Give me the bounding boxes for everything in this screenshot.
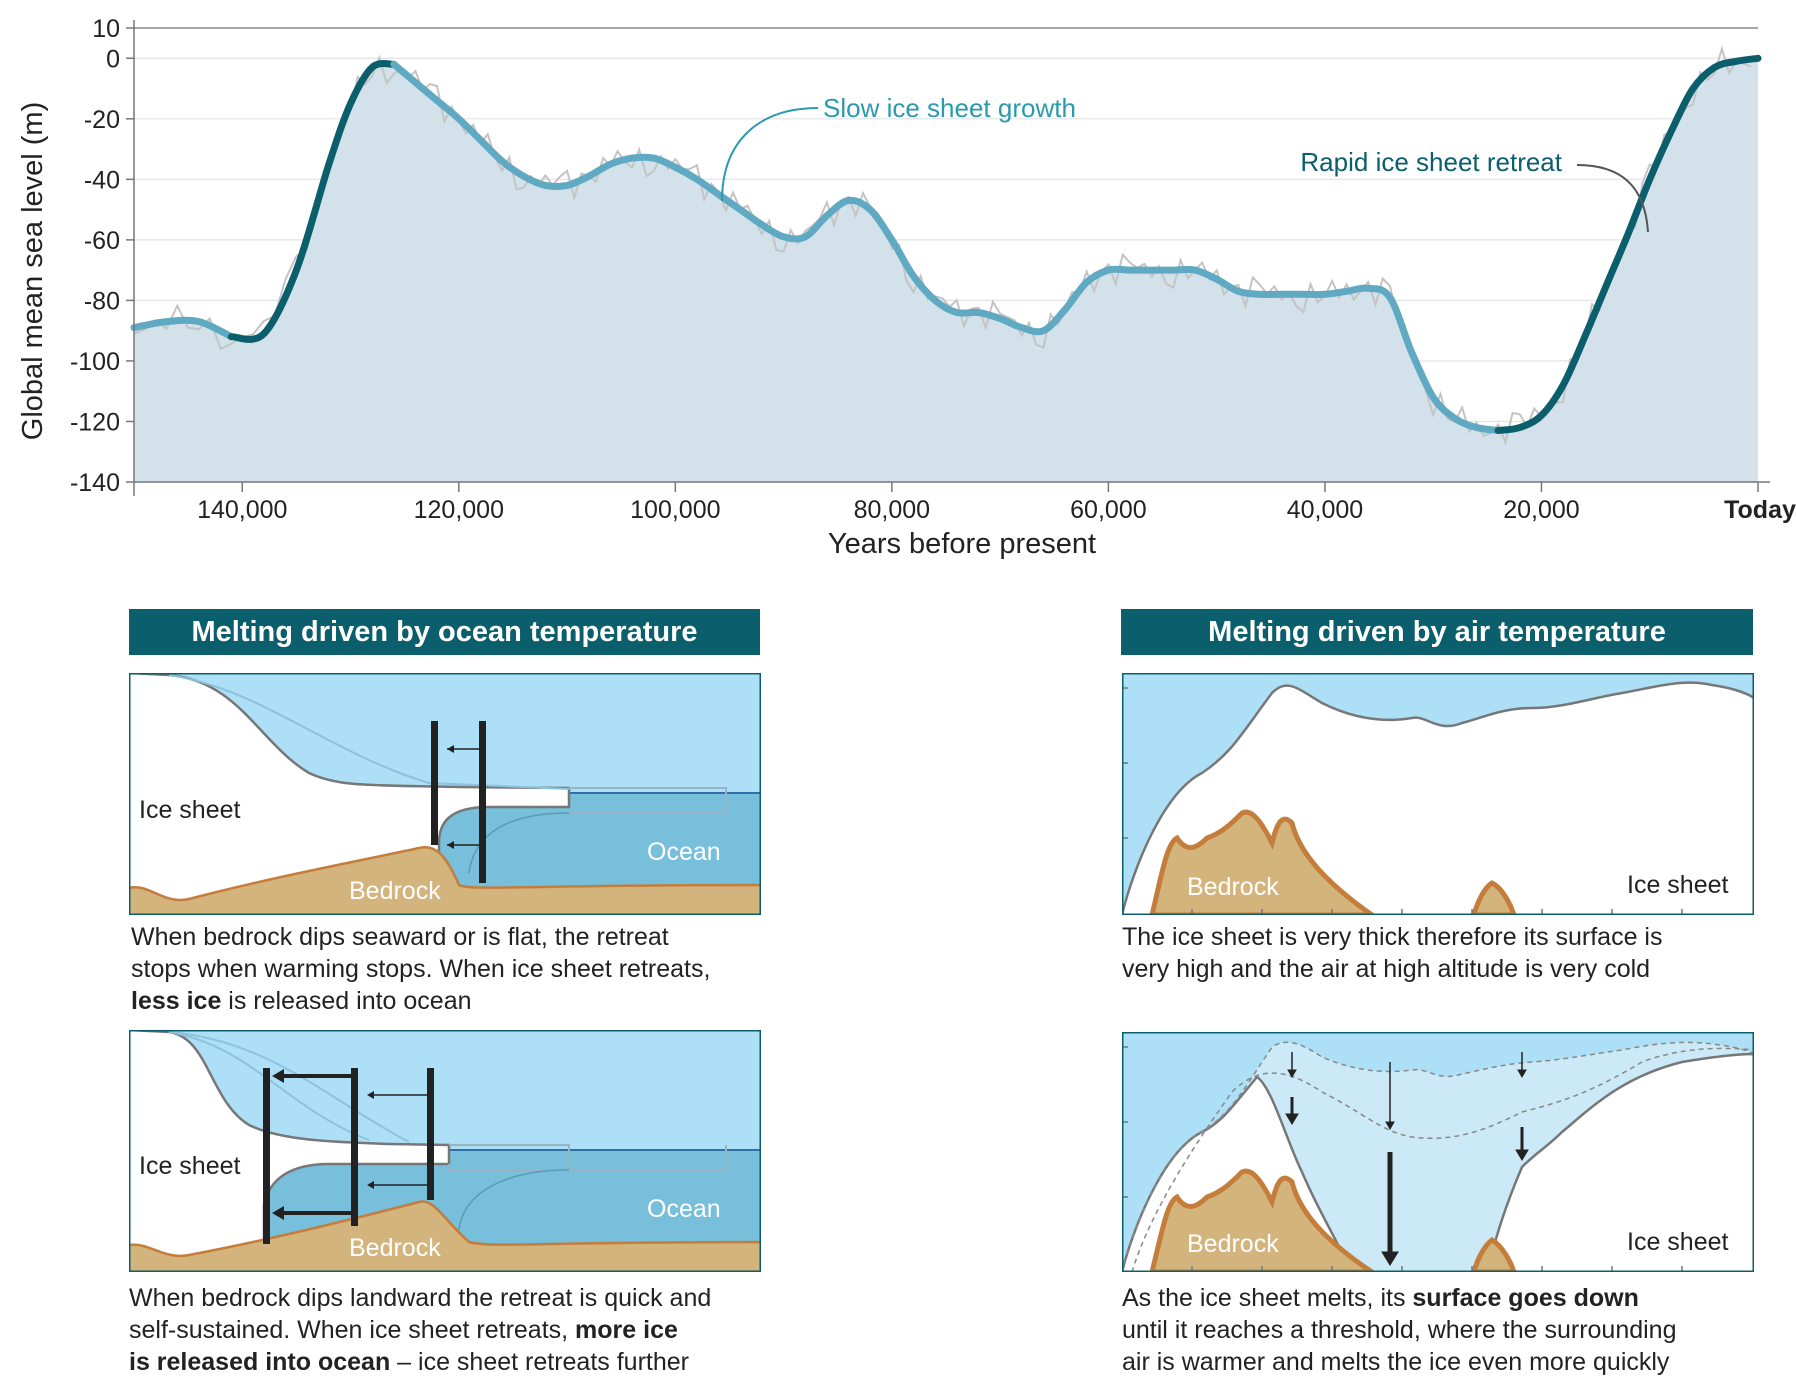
ice-sheet-label: Ice sheet — [139, 1152, 241, 1180]
y-axis-title: Global mean sea level (m) — [17, 102, 49, 440]
ocean-landward-bedrock-diagram: Ice sheet Bedrock Ocean — [129, 1030, 761, 1272]
ocean-label: Ocean — [647, 1195, 721, 1223]
caption-line: very high and the air at high altitude i… — [1122, 955, 1651, 983]
caption-line: When bedrock dips seaward or is flat, th… — [131, 923, 669, 951]
x-tick-label: 20,000 — [1503, 496, 1579, 524]
small-bedrock-peak — [1471, 1236, 1517, 1272]
sea-level-series — [130, 54, 1762, 434]
sea-level-area — [134, 58, 1758, 483]
ice-sheet-shape-right — [1485, 1052, 1754, 1272]
sea-level-line-segment — [1494, 54, 1762, 434]
caption-line: When bedrock dips landward the retreat i… — [129, 1284, 712, 1312]
caption-text: As the ice sheet melts, its — [1122, 1284, 1413, 1312]
ice-sheet-shape — [129, 1030, 451, 1272]
air-thick-ice-diagram: Bedrock Ice sheet — [1122, 673, 1754, 915]
ice-sheet-shape — [129, 673, 571, 915]
bedrock-shape — [1149, 809, 1377, 915]
slow-growth-leader-line — [721, 107, 819, 202]
small-bedrock-peak — [1471, 880, 1517, 915]
rapid-retreat-leader-line — [1576, 164, 1649, 233]
ocean-label: Ocean — [647, 838, 721, 866]
bedrock-label: Bedrock — [1187, 1230, 1279, 1258]
y-tick-label: -120 — [70, 408, 120, 436]
caption-line: As the ice sheet melts, its surface goes… — [1122, 1282, 1762, 1314]
y-tick-labels: 100 -20 -40 -60 -80 -100 -120 -140 — [70, 15, 120, 497]
caption-line: air is warmer and melts the ice even mor… — [1122, 1348, 1670, 1376]
rapid-retreat-annotation: Rapid ice sheet retreat — [1300, 147, 1562, 177]
x-axis-title: Years before present — [828, 528, 1096, 560]
y-tick-label: 0 — [106, 45, 120, 73]
caption-line: less ice is released into ocean — [131, 985, 771, 1017]
bedrock-shape — [129, 845, 761, 915]
ice-sheet-label: Ice sheet — [1627, 1228, 1729, 1256]
chart-axes — [126, 20, 1770, 496]
ocean-bottom-caption: When bedrock dips landward the retreat i… — [129, 1282, 769, 1378]
ocean-panel-header: Melting driven by ocean temperature — [129, 609, 760, 655]
caption-line: self-sustained. When ice sheet retreats,… — [129, 1314, 769, 1346]
x-tick-label: 140,000 — [197, 496, 287, 524]
caption-line: is released into ocean – ice sheet retre… — [129, 1346, 769, 1378]
y-tick-label: 10 — [92, 15, 120, 43]
caption-text: is released into ocean — [221, 987, 472, 1015]
caption-line: The ice sheet is very thick therefore it… — [1122, 923, 1663, 951]
sea-level-line-segment — [227, 60, 398, 343]
sea-level-chart: 100 -20 -40 -60 -80 -100 -120 -140 140,000 120,0… — [17, 15, 1796, 560]
air-panel-header: Melting driven by air temperature — [1121, 609, 1753, 655]
y-tick-label: -40 — [84, 166, 120, 194]
ice-sheet-label: Ice sheet — [139, 796, 241, 824]
caption-bold: more ice — [575, 1316, 678, 1344]
bedrock-label: Bedrock — [349, 1234, 441, 1262]
x-tick-label: 80,000 — [854, 496, 930, 524]
y-tick-label: -100 — [70, 348, 120, 376]
caption-text: – ice sheet retreats further — [390, 1348, 689, 1376]
caption-bold: less ice — [131, 987, 222, 1015]
bedrock-shape — [1149, 1168, 1377, 1272]
y-tick-label: -60 — [84, 227, 120, 255]
y-tick-label: -140 — [70, 469, 120, 497]
x-tick-labels: 140,000 120,000 100,000 80,000 60,000 40,000 2… — [197, 496, 1796, 524]
sea-level-line-segment — [130, 316, 235, 341]
x-tick-label: 120,000 — [414, 496, 504, 524]
air-top-caption: The ice sheet is very thick therefore it… — [1122, 921, 1762, 985]
x-tick-label: Today — [1724, 496, 1796, 524]
ocean-seaward-bedrock-diagram: Ice sheet Bedrock Ocean — [129, 673, 761, 915]
caption-bold: surface goes down — [1412, 1284, 1639, 1312]
bedrock-shape — [129, 1200, 761, 1272]
ocean-top-caption: When bedrock dips seaward or is flat, th… — [131, 921, 771, 1017]
caption-text: self-sustained. When ice sheet retreats, — [129, 1316, 576, 1344]
ice-sheet-label: Ice sheet — [1627, 871, 1729, 899]
air-bottom-caption: As the ice sheet melts, its surface goes… — [1122, 1282, 1762, 1378]
x-tick-label: 60,000 — [1070, 496, 1146, 524]
caption-bold: is released into ocean — [129, 1348, 391, 1376]
air-melting-surface-diagram: Bedrock Ice sheet — [1122, 1032, 1754, 1272]
bedrock-label: Bedrock — [1187, 873, 1279, 901]
sea-level-line-segment — [390, 60, 1502, 434]
caption-line: stops when warming stops. When ice sheet… — [131, 955, 711, 983]
y-tick-label: -20 — [84, 106, 120, 134]
caption-line: until it reaches a threshold, where the … — [1122, 1316, 1677, 1344]
bedrock-label: Bedrock — [349, 877, 441, 905]
slow-growth-annotation: Slow ice sheet growth — [823, 93, 1076, 123]
x-tick-label: 40,000 — [1287, 496, 1363, 524]
y-tick-label: -80 — [84, 287, 120, 315]
x-tick-label: 100,000 — [630, 496, 720, 524]
